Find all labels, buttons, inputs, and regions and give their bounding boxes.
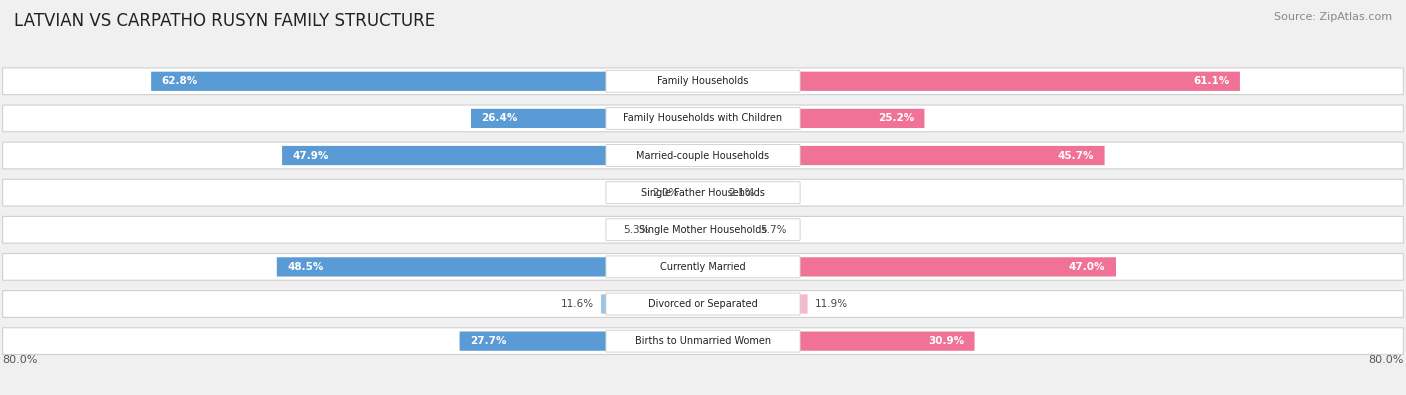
Text: 47.0%: 47.0% [1069, 262, 1105, 272]
Text: 2.1%: 2.1% [728, 188, 755, 198]
FancyBboxPatch shape [3, 105, 1403, 132]
Text: 80.0%: 80.0% [3, 356, 38, 365]
FancyBboxPatch shape [3, 142, 1403, 169]
FancyBboxPatch shape [703, 331, 974, 351]
Text: 47.9%: 47.9% [292, 150, 329, 160]
Text: 62.8%: 62.8% [162, 76, 198, 86]
FancyBboxPatch shape [606, 330, 800, 352]
FancyBboxPatch shape [152, 71, 703, 91]
FancyBboxPatch shape [606, 293, 800, 315]
FancyBboxPatch shape [703, 257, 1116, 276]
Text: Family Households: Family Households [658, 76, 748, 86]
Text: 45.7%: 45.7% [1057, 150, 1094, 160]
FancyBboxPatch shape [3, 291, 1403, 317]
FancyBboxPatch shape [3, 328, 1403, 354]
FancyBboxPatch shape [606, 256, 800, 278]
Text: Family Households with Children: Family Households with Children [623, 113, 783, 123]
FancyBboxPatch shape [606, 182, 800, 203]
FancyBboxPatch shape [606, 145, 800, 166]
Text: 2.0%: 2.0% [652, 188, 678, 198]
FancyBboxPatch shape [703, 183, 721, 202]
FancyBboxPatch shape [703, 294, 807, 314]
Text: Source: ZipAtlas.com: Source: ZipAtlas.com [1274, 12, 1392, 22]
FancyBboxPatch shape [703, 220, 754, 239]
Text: 30.9%: 30.9% [928, 336, 965, 346]
Text: Births to Unmarried Women: Births to Unmarried Women [636, 336, 770, 346]
FancyBboxPatch shape [606, 107, 800, 129]
Text: Single Father Households: Single Father Households [641, 188, 765, 198]
FancyBboxPatch shape [283, 146, 703, 165]
FancyBboxPatch shape [606, 219, 800, 241]
Text: Married-couple Households: Married-couple Households [637, 150, 769, 160]
Text: 80.0%: 80.0% [1368, 356, 1403, 365]
Text: 5.7%: 5.7% [761, 225, 786, 235]
FancyBboxPatch shape [703, 71, 1240, 91]
FancyBboxPatch shape [3, 254, 1403, 280]
Text: 48.5%: 48.5% [287, 262, 323, 272]
Text: 11.6%: 11.6% [561, 299, 595, 309]
FancyBboxPatch shape [703, 146, 1105, 165]
FancyBboxPatch shape [602, 294, 703, 314]
FancyBboxPatch shape [3, 216, 1403, 243]
Text: LATVIAN VS CARPATHO RUSYN FAMILY STRUCTURE: LATVIAN VS CARPATHO RUSYN FAMILY STRUCTU… [14, 12, 436, 30]
Text: 5.3%: 5.3% [623, 225, 650, 235]
Text: 26.4%: 26.4% [481, 113, 517, 123]
Legend: Latvian, Carpatho Rusyn: Latvian, Carpatho Rusyn [596, 391, 810, 395]
FancyBboxPatch shape [471, 109, 703, 128]
FancyBboxPatch shape [686, 183, 703, 202]
Text: Divorced or Separated: Divorced or Separated [648, 299, 758, 309]
FancyBboxPatch shape [277, 257, 703, 276]
Text: 61.1%: 61.1% [1194, 76, 1229, 86]
Text: Single Mother Households: Single Mother Households [640, 225, 766, 235]
Text: 27.7%: 27.7% [470, 336, 506, 346]
FancyBboxPatch shape [606, 70, 800, 92]
FancyBboxPatch shape [703, 109, 925, 128]
FancyBboxPatch shape [3, 68, 1403, 95]
Text: Currently Married: Currently Married [661, 262, 745, 272]
FancyBboxPatch shape [3, 179, 1403, 206]
FancyBboxPatch shape [657, 220, 703, 239]
Text: 11.9%: 11.9% [814, 299, 848, 309]
FancyBboxPatch shape [460, 331, 703, 351]
Text: 25.2%: 25.2% [877, 113, 914, 123]
